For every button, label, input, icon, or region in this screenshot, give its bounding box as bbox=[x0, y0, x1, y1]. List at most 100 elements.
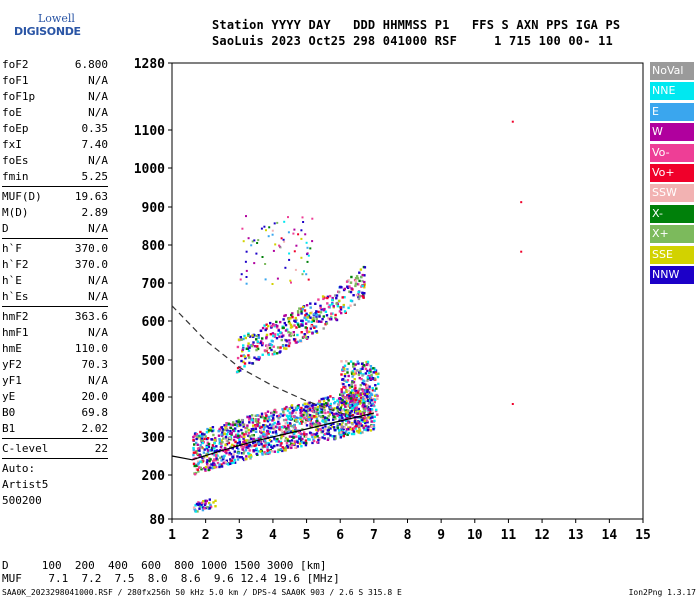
echo-point bbox=[291, 312, 294, 315]
echo-point bbox=[361, 291, 364, 294]
echo-point bbox=[258, 442, 261, 445]
echo-point bbox=[207, 442, 211, 446]
echo-point bbox=[280, 237, 283, 240]
echo-point bbox=[199, 460, 202, 463]
echo-point bbox=[247, 349, 251, 352]
echo-point bbox=[277, 440, 280, 443]
echo-point bbox=[345, 360, 348, 363]
echo-point bbox=[209, 458, 212, 461]
echo-point bbox=[237, 434, 240, 438]
echo-point bbox=[284, 323, 288, 327]
echo-point bbox=[344, 430, 348, 433]
echo-point bbox=[343, 426, 346, 429]
echo-point bbox=[373, 368, 377, 372]
echo-point bbox=[347, 384, 351, 387]
echo-point bbox=[211, 429, 214, 433]
echo-point bbox=[298, 442, 302, 445]
echo-point bbox=[339, 408, 343, 412]
echo-point bbox=[304, 322, 308, 325]
echo-point bbox=[263, 324, 266, 327]
echo-point bbox=[336, 399, 339, 402]
echo-point bbox=[357, 398, 361, 401]
echo-point bbox=[329, 409, 332, 412]
echo-point bbox=[255, 442, 258, 445]
echo-point bbox=[366, 421, 369, 424]
echo-point bbox=[287, 331, 290, 334]
echo-point bbox=[257, 437, 261, 441]
outlier-point bbox=[511, 403, 514, 405]
param-value: N/A bbox=[88, 326, 108, 339]
echo-point bbox=[350, 410, 353, 413]
echo-point bbox=[270, 435, 273, 438]
echo-point bbox=[245, 250, 248, 253]
echo-point bbox=[224, 437, 228, 440]
echo-point bbox=[213, 466, 216, 469]
echo-point bbox=[195, 441, 198, 445]
echo-point bbox=[221, 431, 224, 434]
echo-point bbox=[284, 449, 287, 452]
echo-point bbox=[197, 461, 200, 465]
param-row: yE 20.0 bbox=[2, 389, 108, 405]
echo-point bbox=[288, 258, 291, 261]
echo-point bbox=[255, 252, 258, 255]
echo-point bbox=[304, 405, 307, 409]
echo-point bbox=[192, 506, 196, 509]
echo-point bbox=[280, 425, 284, 429]
echo-point bbox=[358, 279, 361, 283]
echo-point bbox=[262, 424, 265, 427]
echo-point bbox=[240, 452, 244, 455]
echo-point bbox=[266, 410, 270, 413]
echo-point bbox=[293, 424, 296, 427]
echo-point bbox=[345, 423, 348, 426]
param-label: foF1 bbox=[2, 74, 29, 87]
legend-item: SSE bbox=[650, 245, 694, 264]
echo-point bbox=[367, 416, 370, 419]
echo-point bbox=[259, 441, 262, 444]
echo-point bbox=[222, 458, 225, 461]
echo-point bbox=[273, 350, 276, 353]
echo-point bbox=[241, 421, 244, 424]
echo-point bbox=[250, 414, 254, 417]
echo-point bbox=[305, 336, 308, 339]
panel-separator bbox=[2, 186, 108, 187]
echo-point bbox=[356, 360, 359, 363]
echo-point bbox=[318, 315, 321, 318]
echo-point bbox=[357, 297, 361, 301]
echo-point bbox=[364, 390, 367, 393]
echo-point bbox=[274, 425, 277, 428]
echo-point bbox=[352, 365, 355, 368]
echo-point bbox=[354, 284, 357, 288]
echo-point bbox=[302, 408, 306, 411]
echo-point bbox=[271, 233, 274, 236]
echo-point bbox=[263, 439, 267, 442]
echo-point bbox=[361, 284, 364, 288]
x-tick-label: 11 bbox=[501, 528, 517, 543]
param-label: M(D) bbox=[2, 206, 29, 219]
echo-point bbox=[358, 402, 362, 405]
echo-point bbox=[254, 430, 258, 433]
echo-point bbox=[288, 415, 291, 418]
echo-point bbox=[276, 346, 280, 349]
outlier-point bbox=[520, 201, 523, 204]
echo-point bbox=[209, 429, 213, 432]
echo-point bbox=[311, 406, 314, 410]
echo-point bbox=[248, 415, 252, 418]
param-value: 5.25 bbox=[81, 170, 109, 183]
param-row: C-level 22 bbox=[2, 441, 108, 457]
param-label: B0 bbox=[2, 406, 16, 419]
echo-point bbox=[358, 271, 361, 274]
param-label: foEp bbox=[2, 122, 29, 135]
echo-point bbox=[272, 423, 275, 426]
echo-point bbox=[278, 426, 282, 429]
echo-point bbox=[233, 450, 236, 453]
echo-point bbox=[364, 367, 368, 371]
echo-point bbox=[337, 413, 340, 416]
echo-point bbox=[349, 400, 352, 404]
echo-point bbox=[244, 432, 248, 436]
echo-point bbox=[222, 461, 225, 465]
echo-point bbox=[269, 444, 273, 447]
echo-point bbox=[273, 445, 276, 448]
echo-point bbox=[354, 386, 357, 390]
echo-point bbox=[312, 439, 316, 443]
echo-point bbox=[328, 294, 332, 298]
